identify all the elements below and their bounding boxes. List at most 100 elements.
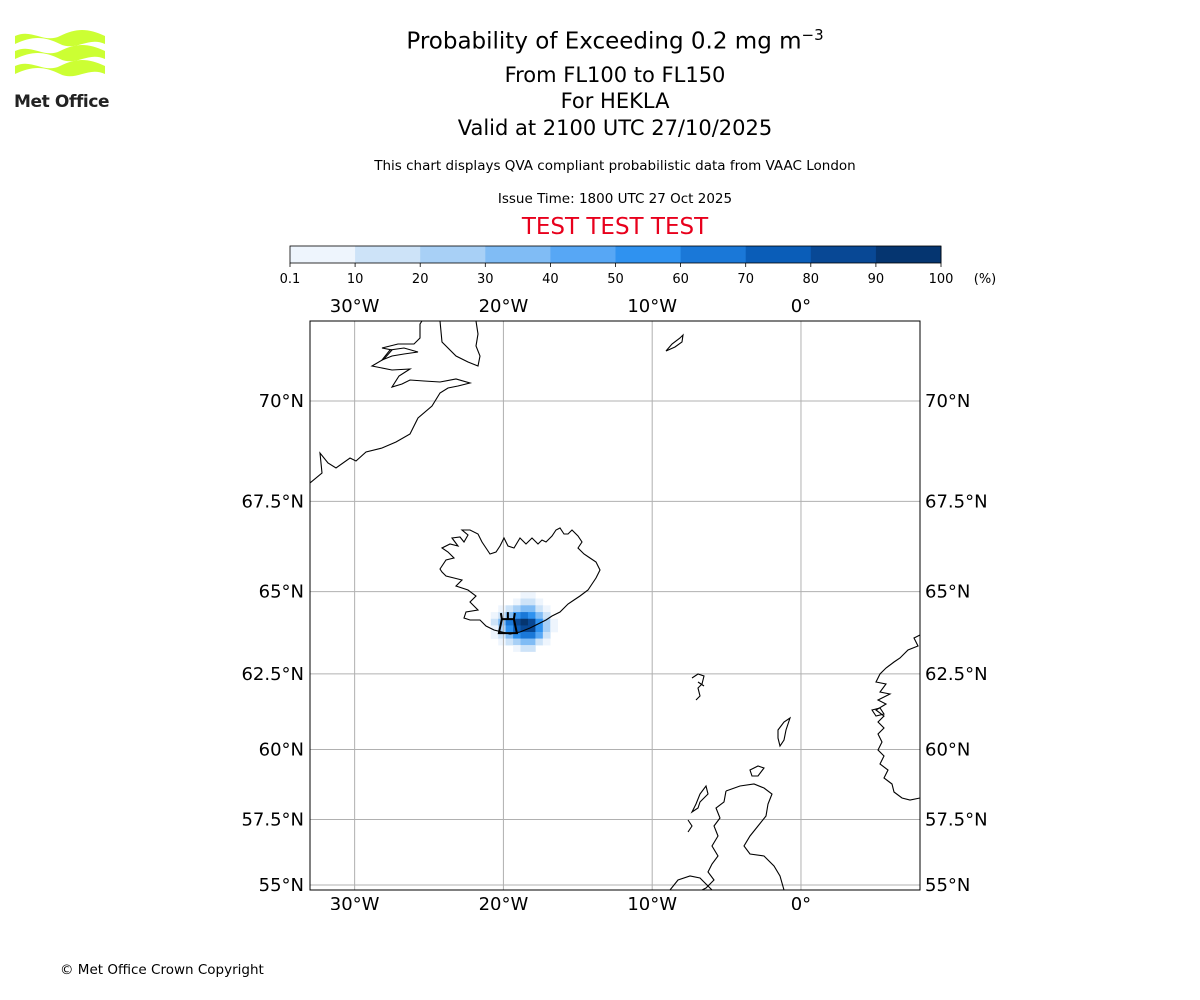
colorbar-bin bbox=[550, 246, 616, 263]
coastline-orkney bbox=[749, 765, 765, 777]
probability-cell bbox=[513, 605, 521, 613]
lon-label-top: 0° bbox=[791, 296, 811, 317]
probability-cell bbox=[527, 598, 536, 606]
probability-cell bbox=[520, 605, 529, 613]
probability-cell bbox=[505, 612, 514, 620]
probability-cell bbox=[505, 632, 514, 639]
probability-cell bbox=[527, 632, 536, 639]
probability-cell bbox=[513, 632, 521, 639]
colorbar-bin bbox=[810, 246, 877, 263]
probability-cell bbox=[527, 591, 536, 599]
probability-cell bbox=[527, 638, 536, 646]
probability-cell bbox=[520, 598, 529, 606]
probability-cell bbox=[490, 618, 499, 626]
probability-cell bbox=[498, 605, 506, 613]
colorbar-tick-label: 80 bbox=[803, 272, 820, 287]
title-flight-levels: From FL100 to FL150 bbox=[504, 63, 726, 87]
probability-cell bbox=[505, 605, 514, 613]
lat-label-left: 65°N bbox=[259, 582, 304, 603]
probability-cell bbox=[542, 638, 551, 646]
colorbar-bin bbox=[745, 246, 812, 263]
probability-cell bbox=[535, 612, 544, 620]
colorbar-tick-label: 60 bbox=[672, 272, 689, 287]
probability-cell bbox=[527, 605, 536, 613]
lon-label-top: 30°W bbox=[330, 296, 380, 317]
lat-label-left: 62.5°N bbox=[241, 664, 304, 685]
volcano-marker-icon bbox=[497, 612, 519, 635]
probability-cell bbox=[542, 625, 551, 633]
lat-label-left: 70°N bbox=[259, 391, 304, 412]
colorbar-bin bbox=[420, 246, 486, 263]
probability-cell bbox=[550, 618, 559, 626]
colorbar-tick-label: 10 bbox=[347, 272, 364, 287]
probability-cell bbox=[527, 612, 536, 620]
title-volcano: For HEKLA bbox=[560, 89, 670, 113]
lat-label-right: 62.5°N bbox=[925, 664, 988, 685]
colorbar-bin bbox=[615, 246, 682, 263]
probability-cell bbox=[520, 612, 529, 620]
lon-label-bottom: 0° bbox=[791, 894, 811, 910]
probability-cell bbox=[535, 638, 544, 646]
colorbar-bin bbox=[355, 246, 421, 263]
probability-cell bbox=[542, 618, 551, 626]
chart-title: Probability of Exceeding 0.2 mg m−3 bbox=[0, 26, 1200, 55]
coastline-jan-mayen bbox=[665, 333, 684, 352]
met-office-wave-icon bbox=[15, 30, 105, 77]
probability-cell bbox=[535, 625, 544, 633]
title-line1: Probability of Exceeding 0.2 mg m bbox=[406, 28, 802, 55]
lat-label-left: 60°N bbox=[259, 739, 304, 760]
colorbar-bin bbox=[680, 246, 747, 263]
lon-label-bottom: 20°W bbox=[479, 894, 529, 910]
lat-label-right: 60°N bbox=[925, 739, 970, 760]
probability-cell bbox=[490, 625, 499, 633]
probability-cell bbox=[542, 605, 551, 613]
coastlines bbox=[310, 321, 920, 890]
probability-cell bbox=[535, 605, 544, 613]
colorbar-tick-label: 30 bbox=[477, 272, 494, 287]
colorbar-tick-label: 40 bbox=[542, 272, 559, 287]
colorbar-tick-label: 100 bbox=[929, 272, 954, 287]
colorbar-tick-label: 20 bbox=[412, 272, 429, 287]
lon-label-bottom: 30°W bbox=[330, 894, 380, 910]
probability-cell bbox=[542, 612, 551, 620]
probability-cell bbox=[513, 598, 521, 606]
probability-cell bbox=[535, 632, 544, 639]
probability-cell bbox=[520, 645, 529, 652]
probability-cell bbox=[498, 625, 506, 633]
coastline-iceland bbox=[439, 527, 601, 635]
coastline-ireland-north bbox=[669, 875, 713, 890]
probability-cell bbox=[520, 618, 529, 626]
met-office-logo: Met Office bbox=[14, 30, 110, 112]
lon-label-bottom: 10°W bbox=[627, 894, 677, 910]
probability-cell bbox=[527, 645, 536, 652]
probability-cell bbox=[513, 638, 521, 646]
probability-cell bbox=[535, 618, 544, 626]
lat-label-left: 57.5°N bbox=[241, 810, 304, 831]
probability-cell bbox=[550, 625, 559, 633]
coastline-hebrides bbox=[690, 784, 709, 814]
coastline-scotland bbox=[725, 783, 785, 890]
probability-cell bbox=[490, 632, 499, 639]
gridlines bbox=[310, 321, 920, 890]
chart-subtitle: This chart displays QVA compliant probab… bbox=[374, 158, 856, 174]
probability-cell bbox=[505, 638, 514, 646]
probability-cell bbox=[498, 638, 506, 646]
test-banner: TEST TEST TEST bbox=[521, 214, 709, 240]
probability-cell bbox=[505, 618, 514, 626]
probability-cell bbox=[520, 591, 529, 599]
probability-cell bbox=[542, 632, 551, 639]
lat-label-left: 67.5°N bbox=[241, 491, 304, 512]
logo-text: Met Office bbox=[14, 92, 110, 112]
copyright-notice: © Met Office Crown Copyright bbox=[60, 962, 264, 978]
colorbar-tick-label: 70 bbox=[737, 272, 754, 287]
issue-time: Issue Time: 1800 UTC 27 Oct 2025 bbox=[497, 191, 733, 207]
coastline-greenland-3 bbox=[380, 347, 419, 362]
colorbar-bin bbox=[290, 246, 356, 263]
coastline-faroe bbox=[691, 673, 705, 701]
probability-cell bbox=[498, 632, 506, 639]
lat-label-right: 67.5°N bbox=[925, 491, 988, 512]
probability-cell bbox=[527, 618, 536, 626]
probability-cell bbox=[520, 638, 529, 646]
probability-cell bbox=[490, 612, 499, 620]
probability-cell bbox=[535, 598, 544, 606]
